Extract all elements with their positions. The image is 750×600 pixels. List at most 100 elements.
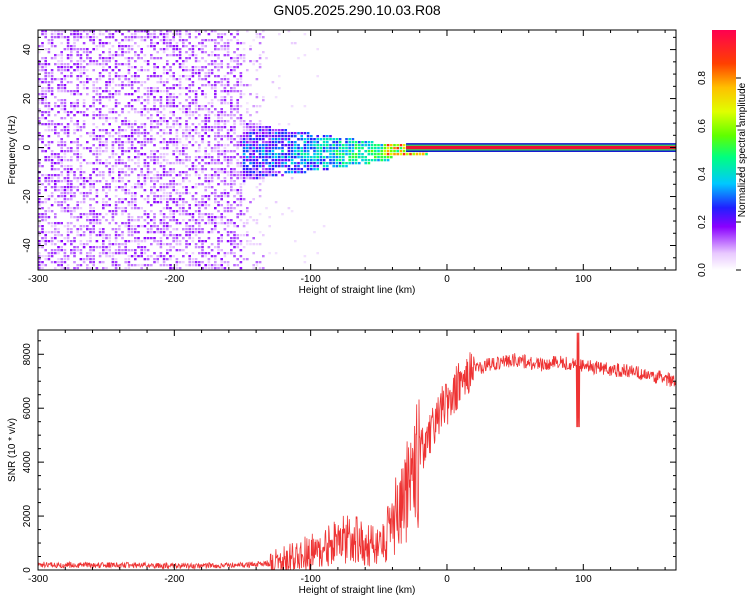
spectrogram-cell: [178, 198, 182, 201]
spectrogram-cell: [118, 156, 121, 159]
spectrogram-cell: [255, 126, 259, 129]
spectrogram-cell: [239, 42, 243, 45]
spectrogram-cell: [162, 48, 166, 51]
spectrogram-cell: [383, 153, 387, 156]
spectrogram-cell: [182, 228, 185, 231]
spectrogram-cell: [159, 102, 163, 105]
spectrogram-cell: [124, 45, 127, 48]
spectrogram-cell: [134, 60, 137, 63]
spectrogram-cell: [86, 240, 89, 243]
spectrogram-cell: [425, 153, 428, 156]
spectrogram-cell: [47, 141, 51, 144]
spectrogram-cell: [50, 204, 54, 207]
spectrogram-cell: [230, 174, 233, 177]
spectrogram-cell: [140, 174, 143, 177]
spectrogram-cell: [79, 228, 83, 231]
spectrogram-cell: [38, 99, 41, 102]
spectrogram-cell: [220, 126, 223, 129]
spectrogram-cell: [175, 183, 179, 186]
spectrogram-cell: [214, 63, 217, 66]
spectrogram-cell: [95, 153, 99, 156]
spectrogram-cell: [44, 189, 47, 192]
spectrogram-cell: [140, 240, 143, 243]
spectrogram-cell: [188, 78, 191, 81]
spectrogram-cell: [402, 150, 406, 153]
spectrogram-cell: [265, 168, 268, 171]
spectrogram-cell: [191, 129, 195, 132]
spectrogram-cell: [98, 231, 102, 234]
spectrogram-cell: [172, 219, 175, 222]
spectrogram-cell: [121, 129, 124, 132]
spectrogram-cell: [50, 108, 54, 111]
spectrogram-cell: [226, 66, 230, 69]
spectrogram-cell: [198, 147, 201, 150]
spectrogram-cell: [159, 147, 163, 150]
spectrogram-cell: [268, 126, 271, 129]
spectrogram-cell: [153, 126, 156, 129]
spectrogram-cell: [63, 186, 67, 189]
spectrogram-cell: [159, 195, 163, 198]
spectrogram-cell: [255, 162, 259, 165]
spectrogram-cell: [201, 42, 204, 45]
spectrogram-cell: [156, 231, 159, 234]
spectrogram-cell: [380, 150, 383, 153]
spectrogram-cell: [166, 162, 169, 165]
spectrogram-cell: [153, 213, 156, 216]
spectrogram-cell: [169, 249, 172, 252]
spectrogram-cell: [153, 105, 156, 108]
spectrogram-cell: [198, 168, 201, 171]
spectrogram-cell: [143, 132, 147, 135]
spectrogram-cell: [223, 90, 227, 93]
spectrogram-cell: [98, 213, 102, 216]
spectrogram-cell: [233, 123, 236, 126]
spectrogram-cell: [194, 171, 198, 174]
spectrogram-cell: [118, 69, 121, 72]
spectrogram-cell: [92, 63, 95, 66]
spectrogram-cell: [98, 135, 102, 138]
spectrogram-cell: [220, 264, 223, 267]
spectrogram-cell: [150, 219, 153, 222]
spectrogram-cell: [89, 51, 92, 54]
spectrogram-cell: [166, 132, 169, 135]
spectrogram-cell: [271, 129, 275, 132]
spectrogram-cell: [102, 63, 105, 66]
spectrogram-cell: [169, 174, 172, 177]
spectrogram-cell: [60, 129, 63, 132]
spectrogram-cell: [210, 255, 214, 258]
spectrogram-cell: [89, 234, 92, 237]
spectrogram-cell: [73, 114, 76, 117]
spectrogram-cell: [159, 165, 163, 168]
spectrogram-cell: [252, 156, 255, 159]
spectrogram-cell: [118, 234, 121, 237]
spectrogram-cell: [169, 66, 172, 69]
colorbar-label: Normalized spectral amplitude: [737, 82, 748, 217]
spectrogram-cell: [185, 246, 188, 249]
spectrogram-cell: [44, 69, 47, 72]
spectrogram-cell: [332, 147, 335, 150]
spectrogram-cell: [86, 195, 89, 198]
spectrogram-cell: [114, 153, 118, 156]
spectrogram-cell: [377, 150, 380, 153]
spectrogram-cell: [194, 258, 198, 261]
spectrogram-cell: [92, 132, 95, 135]
spectrogram-cell: [86, 132, 89, 135]
spectrogram-cell: [310, 147, 313, 150]
spectrogram-cell: [258, 267, 262, 270]
spectrogram-cell: [66, 174, 70, 177]
spectrogram-cell: [66, 198, 70, 201]
spectrogram-cell: [217, 168, 220, 171]
spectrogram-cell: [105, 249, 108, 252]
spectrogram-cell: [246, 210, 249, 213]
spectrogram-cell: [220, 198, 223, 201]
spectrogram-cell: [236, 78, 239, 81]
spectrogram-cell: [214, 261, 217, 264]
spectrogram-cell: [166, 192, 169, 195]
spectrogram-cell: [89, 105, 92, 108]
spectrogram-cell: [204, 207, 207, 210]
spectrogram-cell: [182, 39, 185, 42]
spectrogram-cell: [278, 87, 281, 90]
spectrogram-cell: [207, 75, 211, 78]
spectrogram-cell: [121, 63, 124, 66]
spectrogram-cell: [207, 195, 211, 198]
spectrogram-cell: [210, 84, 214, 87]
